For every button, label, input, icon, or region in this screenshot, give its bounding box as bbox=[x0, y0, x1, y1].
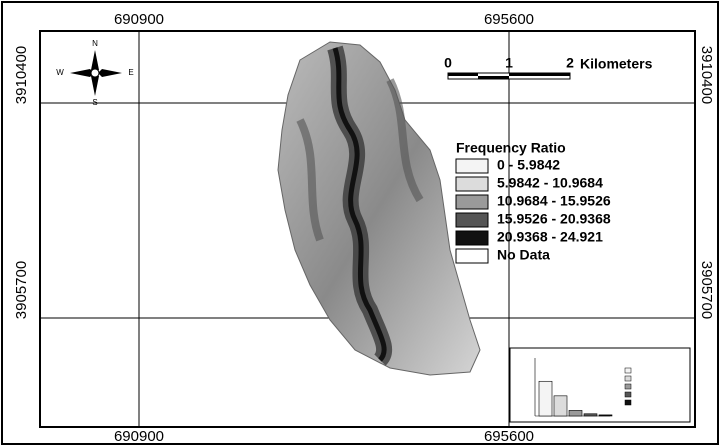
coord-bottom: 695600 bbox=[484, 428, 534, 445]
legend-swatch bbox=[456, 213, 488, 227]
coord-left: 3905700 bbox=[13, 261, 30, 319]
inset-bar bbox=[569, 410, 582, 416]
legend-label: 15.9526 - 20.9368 bbox=[497, 211, 611, 227]
compass-w: W bbox=[56, 68, 64, 77]
legend-swatch bbox=[456, 231, 488, 245]
inset-bar bbox=[539, 381, 552, 416]
compass-n: N bbox=[92, 39, 98, 48]
coord-bottom: 690900 bbox=[114, 428, 164, 445]
inset-bar bbox=[554, 396, 567, 416]
inset-bar bbox=[599, 415, 612, 416]
inset-legend-swatch bbox=[625, 376, 631, 381]
inset-legend-swatch bbox=[625, 384, 631, 389]
coord-left: 3910400 bbox=[13, 46, 30, 104]
legend-label: 5.9842 - 10.9684 bbox=[497, 175, 603, 191]
legend-label: No Data bbox=[497, 247, 550, 263]
inset-legend-swatch bbox=[625, 392, 631, 397]
coord-right: 3905700 bbox=[698, 261, 715, 319]
scale-tick-label: 0 bbox=[444, 55, 452, 71]
scale-unit: Kilometers bbox=[580, 56, 653, 72]
legend-label: 20.9368 - 24.921 bbox=[497, 229, 603, 245]
compass-s: S bbox=[92, 98, 97, 107]
compass-e: E bbox=[128, 68, 133, 77]
coord-top: 695600 bbox=[484, 11, 534, 28]
legend-swatch bbox=[456, 159, 488, 173]
legend-swatch bbox=[456, 195, 488, 209]
coord-right: 3910400 bbox=[698, 46, 715, 104]
legend-swatch bbox=[456, 249, 488, 263]
inset-chart bbox=[510, 348, 690, 422]
coord-top: 690900 bbox=[114, 11, 164, 28]
inset-legend-swatch bbox=[625, 400, 631, 405]
inset-legend-swatch bbox=[625, 368, 631, 373]
legend-swatch bbox=[456, 177, 488, 191]
legend-title: Frequency Ratio bbox=[456, 140, 566, 156]
scale-tick-label: 1 bbox=[505, 55, 513, 71]
map-layout: N E S W 0 1 2 Kilometers Frequency Ratio 0… bbox=[0, 0, 720, 446]
scale-bar bbox=[448, 73, 570, 79]
inset-bar bbox=[584, 414, 597, 416]
legend-label: 10.9684 - 15.9526 bbox=[497, 193, 611, 209]
legend-label: 0 - 5.9842 bbox=[497, 157, 560, 173]
scale-tick-label: 2 bbox=[566, 55, 574, 71]
